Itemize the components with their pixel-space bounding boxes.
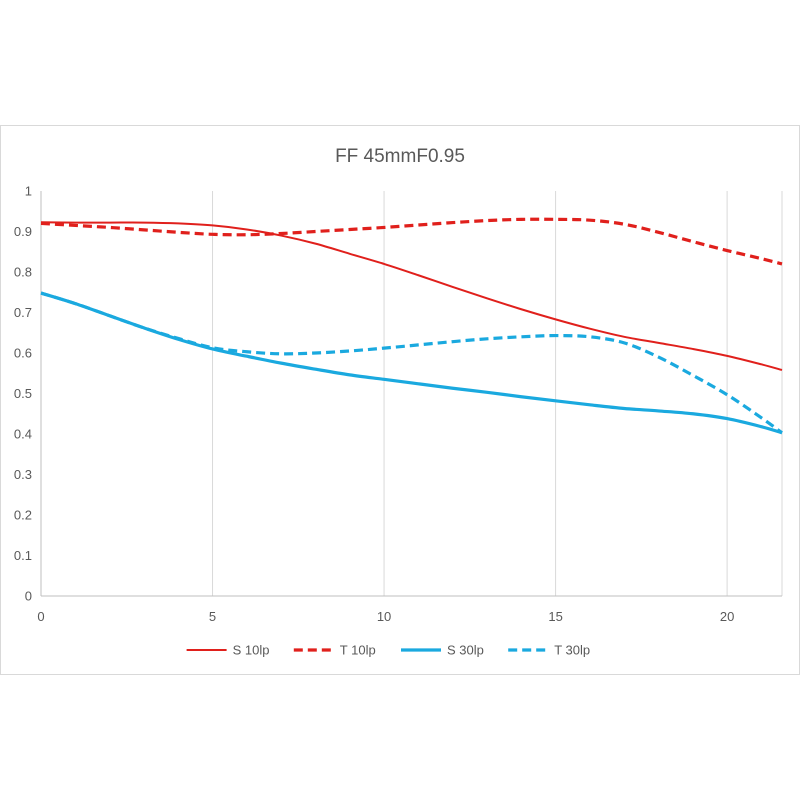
series-line-t-30lp bbox=[40, 291, 783, 435]
x-tick-label: 10 bbox=[377, 609, 391, 624]
y-tick-labels: 0 0.1 0.2 0.3 0.4 0.5 0.6 0.7 0.8 0.9 1 bbox=[14, 184, 32, 604]
y-tick-label: 0.4 bbox=[14, 427, 32, 442]
series-lines bbox=[40, 217, 783, 435]
x-tick-label: 20 bbox=[720, 609, 734, 624]
y-tick-label: 0.9 bbox=[14, 224, 32, 239]
series-line-s-10lp bbox=[40, 221, 783, 371]
y-tick-label: 1 bbox=[25, 184, 32, 199]
y-tick-label: 0.5 bbox=[14, 386, 32, 401]
legend-label: T 10lp bbox=[340, 643, 376, 658]
y-tick-label: 0.6 bbox=[14, 346, 32, 361]
y-tick-label: 0.7 bbox=[14, 305, 32, 320]
chart-frame: FF 45mmF0.95 0 0.1 0.2 0.3 0.4 0.5 0.6 0.7 0.8 0.… bbox=[0, 125, 800, 675]
legend-label: T 30lp bbox=[554, 643, 590, 658]
x-tick-label: 0 bbox=[37, 609, 44, 624]
legend-label: S 10lp bbox=[233, 643, 270, 658]
series-line-t-10lp bbox=[40, 217, 783, 266]
y-tick-label: 0.8 bbox=[14, 265, 32, 280]
legend-item: T 30lp bbox=[508, 643, 590, 658]
x-tick-label: 5 bbox=[209, 609, 216, 624]
y-tick-label: 0.2 bbox=[14, 508, 32, 523]
axes bbox=[40, 191, 782, 597]
grid-lines bbox=[212, 191, 783, 596]
x-tick-label: 15 bbox=[548, 609, 562, 624]
legend-item: S 10lp bbox=[186, 643, 270, 658]
legend-label: S 30lp bbox=[447, 643, 484, 658]
y-tick-label: 0 bbox=[25, 589, 32, 604]
y-tick-label: 0.1 bbox=[14, 548, 32, 563]
legend: S 10lp T 10lp S 30lp T 30lp bbox=[186, 643, 590, 658]
legend-item: S 30lp bbox=[401, 643, 484, 658]
legend-item: T 10lp bbox=[293, 643, 376, 658]
line-chart: FF 45mmF0.95 0 0.1 0.2 0.3 0.4 0.5 0.6 0.7 0.8 0.… bbox=[14, 146, 783, 658]
chart-title: FF 45mmF0.95 bbox=[335, 146, 465, 167]
x-tick-labels: 0 5 10 15 20 bbox=[37, 609, 734, 624]
y-tick-label: 0.3 bbox=[14, 467, 32, 482]
